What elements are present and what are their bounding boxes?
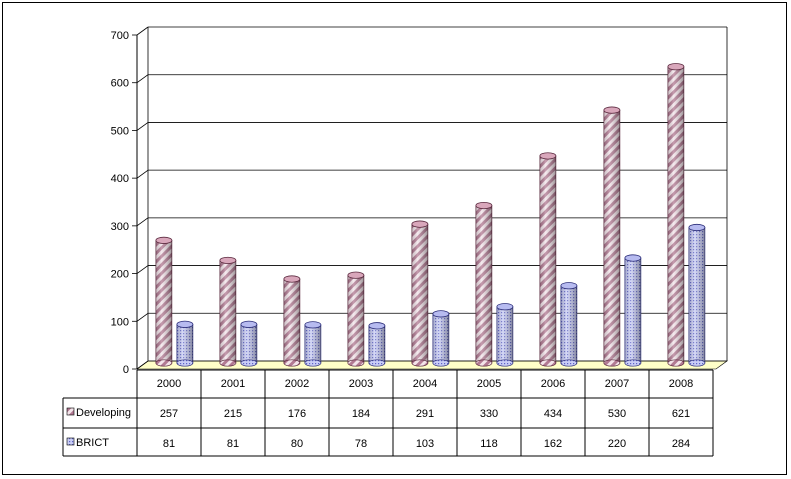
x-tick-label: 2006 bbox=[541, 378, 565, 390]
y-tick-label: 700 bbox=[111, 30, 129, 42]
gridline-diagonal bbox=[136, 169, 149, 179]
bar-developing-2005 bbox=[475, 201, 493, 367]
data-label: 284 bbox=[672, 438, 690, 450]
gridline-diagonal bbox=[136, 217, 149, 227]
data-label: 257 bbox=[160, 408, 178, 420]
y-tick-label: 200 bbox=[111, 269, 129, 281]
data-label: 220 bbox=[608, 438, 626, 450]
data-label: 291 bbox=[416, 408, 434, 420]
bar-brict-2001 bbox=[240, 320, 258, 367]
legend-label-developing: Developing bbox=[76, 407, 131, 419]
bar-brict-2005 bbox=[496, 303, 514, 367]
legend-swatch-developing bbox=[66, 407, 75, 416]
y-tick-label: 400 bbox=[111, 173, 129, 185]
bar-developing-2002 bbox=[283, 275, 301, 367]
data-label: 81 bbox=[163, 438, 175, 450]
bar-developing-2008 bbox=[667, 63, 685, 367]
bar-developing-2003 bbox=[347, 271, 365, 367]
x-tick-label: 2003 bbox=[349, 378, 373, 390]
gridline-diagonal bbox=[136, 74, 149, 84]
legend-label-brict: BRICT bbox=[76, 437, 109, 449]
bar-developing-2004 bbox=[411, 220, 429, 367]
data-label: 103 bbox=[416, 438, 434, 450]
data-label: 530 bbox=[608, 408, 626, 420]
bar-brict-2004 bbox=[432, 310, 450, 367]
y-tick-label: 300 bbox=[111, 221, 129, 233]
data-label: 78 bbox=[355, 438, 367, 450]
data-label: 176 bbox=[288, 408, 306, 420]
bar-developing-2007 bbox=[603, 106, 621, 367]
data-label: 81 bbox=[227, 438, 239, 450]
x-tick-label: 2008 bbox=[669, 378, 693, 390]
data-label: 330 bbox=[480, 408, 498, 420]
x-tick-label: 2007 bbox=[605, 378, 629, 390]
bar-brict-2006 bbox=[560, 282, 578, 367]
data-label: 184 bbox=[352, 408, 370, 420]
y-tick-label: 100 bbox=[111, 316, 129, 328]
data-label: 118 bbox=[480, 438, 498, 450]
bar-brict-2008 bbox=[688, 223, 706, 367]
bar-developing-2006 bbox=[539, 152, 557, 367]
bar-developing-2000 bbox=[155, 236, 173, 367]
gridline-diagonal bbox=[136, 360, 149, 370]
gridline-diagonal bbox=[136, 26, 149, 36]
y-tick-label: 600 bbox=[111, 78, 129, 90]
x-tick-label: 2002 bbox=[285, 378, 309, 390]
x-tick-label: 2001 bbox=[221, 378, 245, 390]
bar-brict-2003 bbox=[368, 322, 386, 367]
data-label: 80 bbox=[291, 438, 303, 450]
x-tick-label: 2000 bbox=[157, 378, 181, 390]
x-tick-label: 2005 bbox=[477, 378, 501, 390]
gridline-diagonal bbox=[136, 265, 149, 274]
x-tick-label: 2004 bbox=[413, 378, 437, 390]
gridline-diagonal bbox=[136, 312, 149, 322]
data-label: 215 bbox=[224, 408, 242, 420]
data-label: 621 bbox=[672, 408, 690, 420]
y-tick-label: 0 bbox=[123, 364, 129, 376]
bar-brict-2000 bbox=[176, 320, 194, 367]
y-tick-label: 500 bbox=[111, 125, 129, 137]
legend-swatch-brict bbox=[66, 437, 75, 446]
data-label: 162 bbox=[544, 438, 562, 450]
data-label: 434 bbox=[544, 408, 562, 420]
gridline-diagonal bbox=[136, 122, 149, 131]
bar-brict-2002 bbox=[304, 321, 322, 367]
bar-developing-2001 bbox=[219, 256, 237, 367]
bar-brict-2007 bbox=[624, 254, 642, 367]
